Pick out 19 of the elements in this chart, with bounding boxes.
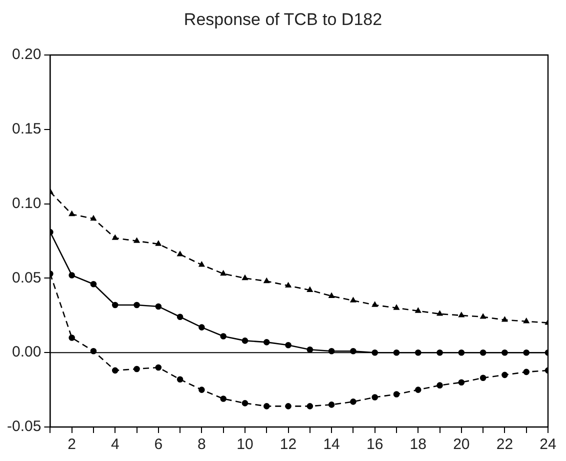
x-tick-label: 14: [323, 436, 340, 454]
y-tick-label: 0.20: [12, 46, 42, 64]
x-tick-label: 24: [540, 436, 556, 454]
x-tick-label: 4: [110, 436, 120, 454]
x-tick-label: 6: [154, 436, 163, 454]
x-tick-label: 12: [280, 436, 297, 454]
x-tick-label: 22: [496, 436, 514, 454]
x-tick-label: 2: [68, 436, 76, 454]
x-tick-label: 20: [453, 436, 470, 454]
y-tick-label: 0.10: [12, 194, 42, 212]
y-tick-label: -0.05: [6, 418, 42, 436]
x-tick-label: 10: [236, 436, 254, 454]
y-tick-label: 0.15: [12, 120, 42, 138]
y-tick-label: 0.00: [12, 344, 42, 361]
y-tick-label: 0.05: [12, 269, 42, 286]
chart-title: Response of TCB to D182: [182, 10, 384, 30]
x-tick-label: 8: [198, 436, 206, 454]
x-tick-label: 16: [366, 436, 384, 454]
x-tick-label: 18: [410, 436, 426, 454]
